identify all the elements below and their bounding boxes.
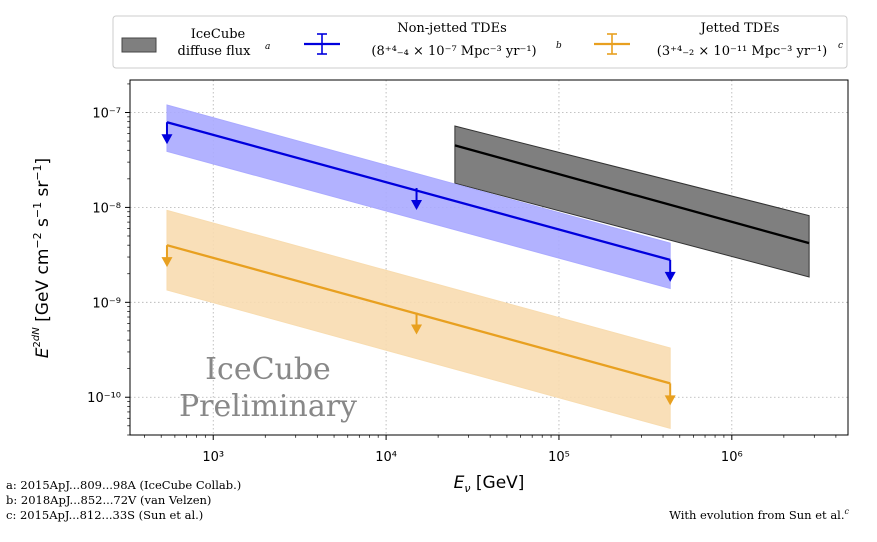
y-tick-label-0: 10⁻¹⁰ xyxy=(87,391,121,406)
line-nonjetted xyxy=(166,121,671,261)
legend-jetted-rate: (3⁺⁴₋₂ × 10⁻¹¹ Mpc⁻³ yr⁻¹) xyxy=(657,44,827,59)
legend-nonjetted-rate: (8⁺⁴₋₄ × 10⁻⁷ Mpc⁻³ yr⁻¹) xyxy=(371,44,536,59)
footnotes: a: 2015ApJ...809...98A (IceCube Collab.)… xyxy=(6,478,241,523)
upper-limit-arrow-nonjetted-0 xyxy=(161,122,173,145)
band-diffuse-flux xyxy=(454,125,810,278)
upper-limit-arrow-nonjetted-1 xyxy=(411,188,423,211)
watermark-line-2: Preliminary xyxy=(179,389,357,424)
upper-limit-arrow-jetted-1 xyxy=(411,312,423,335)
legend-nonjetted-title: Non-jetted TDEs xyxy=(397,21,507,36)
legend-diffuse-sup: a xyxy=(265,42,270,52)
arrows xyxy=(161,122,676,406)
x-axis-label: Eν [GeV] xyxy=(454,473,525,495)
x-tick-label-1: 10⁴ xyxy=(375,450,397,465)
legend-swatch-diffuse xyxy=(121,37,157,53)
line-jetted xyxy=(166,244,671,385)
watermark: IceCube Preliminary xyxy=(179,352,357,424)
footnote-c: c: 2015ApJ...812...33S (Sun et al.) xyxy=(6,508,204,522)
evolution-note-text: With evolution from Sun et al. xyxy=(669,507,845,522)
plot-frame xyxy=(129,79,849,436)
x-tick-label-3: 10⁶ xyxy=(721,450,743,465)
footnote-a: a: 2015ApJ...809...98A (IceCube Collab.) xyxy=(6,478,242,492)
legend-diffuse-line-2: diffuse flux xyxy=(178,44,252,59)
evolution-note: With evolution from Sun et al.c xyxy=(669,507,849,522)
upper-limit-arrow-jetted-0 xyxy=(161,245,173,268)
y-tick-label-2: 10⁻⁸ xyxy=(92,201,121,216)
legend-jetted-title: Jetted TDEs xyxy=(699,21,780,36)
footnote-b: b: 2018ApJ...852...72V (van Velzen) xyxy=(6,493,212,507)
axis-ticks xyxy=(125,83,837,440)
lines xyxy=(166,121,810,385)
y-tick-label-1: 10⁻⁹ xyxy=(92,296,121,311)
svg-text:E2dN [GeV cm−2 s−1 sr−1]: E2dN [GeV cm−2 s−1 sr−1] xyxy=(31,158,53,358)
tick-labels: 10³ 10⁴ 10⁵ 10⁶ 10⁻¹⁰ 10⁻⁹ 10⁻⁸ 10⁻⁷ xyxy=(87,106,743,465)
evolution-note-sup: c xyxy=(844,507,849,516)
x-tick-label-0: 10³ xyxy=(202,450,224,465)
watermark-line-1: IceCube xyxy=(205,352,331,387)
legend-box xyxy=(112,15,848,69)
y-tick-label-3: 10⁻⁷ xyxy=(92,106,121,121)
legend-nonjetted-sup: b xyxy=(556,41,562,51)
y-axis-label: E2dN [GeV cm−2 s−1 sr−1] xyxy=(31,158,53,358)
upper-limit-arrow-jetted-2 xyxy=(664,383,676,406)
line-diffuse-flux xyxy=(454,144,810,245)
upper-limit-arrow-nonjetted-2 xyxy=(664,259,676,282)
x-tick-label-2: 10⁵ xyxy=(548,450,570,465)
legend: IceCube diffuse flux a Non-jetted TDEs (… xyxy=(112,15,848,69)
legend-entry-diffuse-flux: IceCube diffuse flux a xyxy=(121,27,270,59)
legend-entry-jetted: Jetted TDEs (3⁺⁴₋₂ × 10⁻¹¹ Mpc⁻³ yr⁻¹) c xyxy=(594,21,843,59)
legend-jetted-sup: c xyxy=(838,41,843,51)
legend-entry-nonjetted: Non-jetted TDEs (8⁺⁴₋₄ × 10⁻⁷ Mpc⁻³ yr⁻¹… xyxy=(304,21,562,59)
legend-diffuse-line-1: IceCube xyxy=(191,27,246,42)
